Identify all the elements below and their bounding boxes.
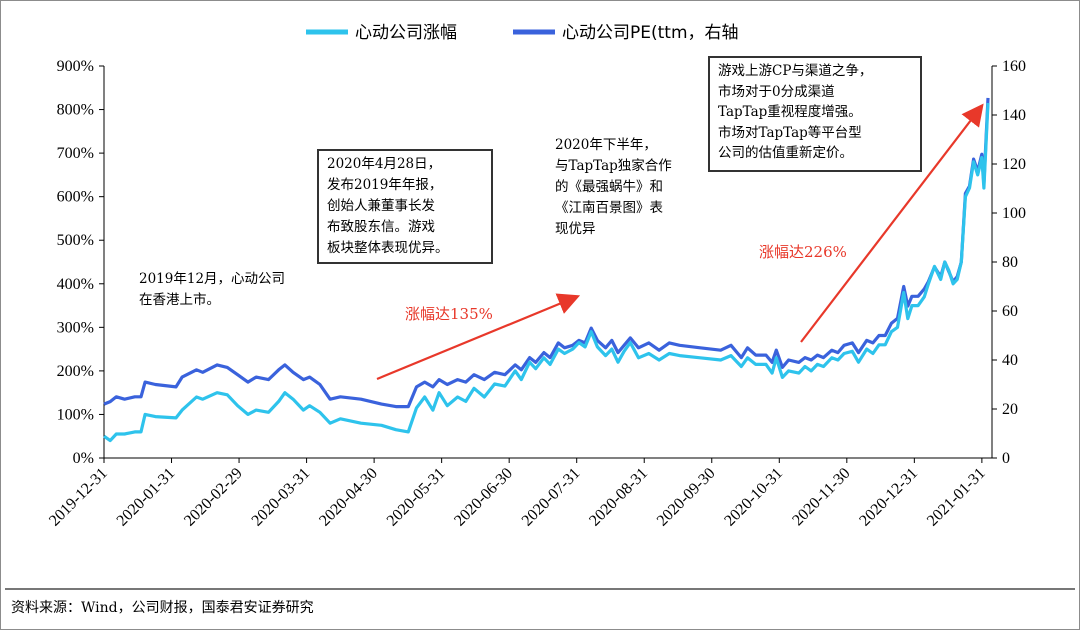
x-tick-label: 2020-01-31 (114, 465, 179, 530)
annotation-rise-135: 涨幅达135% (405, 305, 493, 323)
arrows (376, 103, 984, 381)
annotation-channel-line: 市场对TapTap等平台型 (718, 124, 862, 141)
annotation-channel-line: 公司的估值重新定价。 (718, 145, 853, 161)
annotation-report-line: 布致股东信。游戏 (327, 219, 435, 235)
x-tick-label: 2020-08-31 (586, 465, 651, 530)
legend-label: 心动公司PE(ttm，右轴 (562, 23, 739, 43)
left-tick-label: 300% (57, 319, 94, 336)
right-tick-label: 140 (1002, 107, 1026, 124)
left-tick-label: 100% (57, 406, 94, 423)
x-tick-label: 2020-03-31 (249, 465, 314, 530)
legend-label: 心动公司涨幅 (355, 23, 457, 43)
annotation-channel-box: 游戏上游CP与渠道之争， 市场对于0分成渠道 TapTap重视程度增强。 市场对… (708, 56, 922, 172)
legend: 心动公司涨幅 心动公司PE(ttm，右轴 (306, 23, 739, 43)
x-tick-label: 2020-04-30 (316, 465, 381, 530)
annotation-report-box: 2020年4月28日， 发布2019年年报， 创始人兼董事长发 布致股东信。游戏… (317, 149, 493, 264)
series (103, 97, 990, 443)
annotation-listing: 2019年12月，心动公司在香港上市。 (139, 271, 286, 308)
x-tick-label: 2020-05-31 (384, 465, 449, 530)
left-tick-label: 800% (57, 102, 94, 119)
left-tick-label: 200% (57, 363, 94, 380)
annotation-rise-226: 涨幅达226% (759, 243, 847, 261)
x-tick-label: 2020-09-30 (654, 465, 719, 530)
right-tick-label: 0 (1002, 450, 1010, 467)
trend-arrow-226 (800, 103, 984, 343)
left-tick-label: 700% (57, 145, 94, 162)
right-tick-label: 20 (1002, 401, 1018, 418)
x-tick-label: 2020-10-31 (721, 465, 786, 530)
left-tick-label: 900% (57, 58, 94, 75)
x-tick-label: 2020-12-31 (856, 465, 921, 530)
x-tick-label: 2019-12-31 (46, 465, 111, 530)
annotation-channel-line: TapTap重视程度增强。 (718, 104, 862, 120)
trend-arrow-135 (376, 293, 581, 381)
x-tick-label: 2020-11-30 (789, 465, 853, 529)
annotation-h2-line: 与TapTap独家合作 (555, 158, 672, 174)
left-tick-label: 600% (57, 189, 94, 206)
left-tick-label: 500% (57, 232, 94, 249)
annotation-channel-line: 市场对于0分成渠道 (718, 83, 835, 100)
left-tick-label: 0% (73, 450, 94, 467)
right-tick-label: 160 (1002, 58, 1026, 75)
right-tick-label: 100 (1002, 205, 1026, 222)
annotation-report-line: 创始人兼董事长发 (327, 198, 435, 214)
annotation-channel-line: 游戏上游CP与渠道之争， (718, 63, 873, 79)
annotation-report-line: 发布2019年年报， (327, 177, 443, 193)
right-tick-label: 80 (1002, 254, 1018, 271)
right-tick-label: 120 (1002, 156, 1026, 173)
annotation-h2-line: 《江南百景图》表 (555, 200, 663, 216)
right-tick-label: 40 (1002, 352, 1018, 369)
annotation-h2-line: 现优异 (555, 221, 596, 237)
annotation-h2-line: 2020年下半年， (555, 137, 657, 153)
x-tick-label: 2021-01-31 (924, 465, 989, 530)
annotation-h2: 2020年下半年， 与TapTap独家合作 的《最强蜗牛》和 《江南百景图》表 … (555, 135, 705, 240)
source-divider (5, 588, 1075, 590)
series-line-gain (103, 102, 990, 443)
left-tick-label: 400% (57, 276, 94, 293)
x-tick-label: 2020-06-30 (451, 465, 516, 530)
annotation-report-line: 2020年4月28日， (327, 156, 442, 172)
right-tick-label: 60 (1002, 303, 1018, 320)
x-tick-label: 2020-02-29 (181, 465, 246, 530)
x-tick-label: 2020-07-31 (519, 465, 584, 530)
annotation-report-line: 板块整体表现优异。 (327, 240, 449, 256)
annotation-h2-line: 的《最强蜗牛》和 (555, 179, 663, 195)
series-line-pe (103, 97, 990, 409)
source-note: 资料来源：Wind，公司财报，国泰君安证券研究 (11, 600, 314, 616)
